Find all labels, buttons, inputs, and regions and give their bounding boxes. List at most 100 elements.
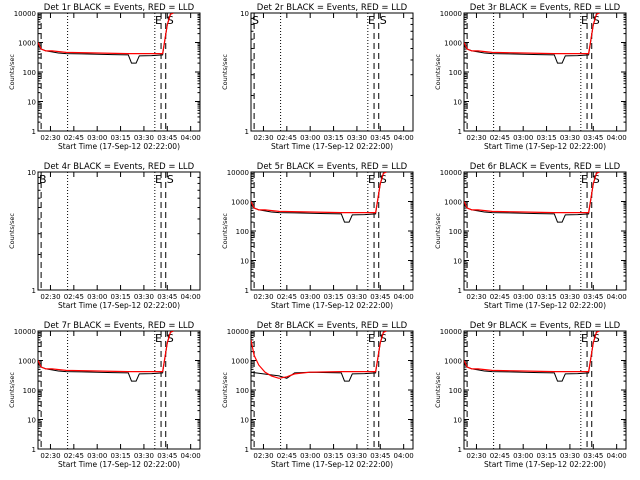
x-tick-label: 03:00 — [87, 452, 107, 460]
x-tick-label: 03:30 — [347, 452, 367, 460]
lld-series-line — [38, 331, 174, 373]
x-tick-label: 02:45 — [490, 293, 510, 301]
y-tick-label: 10 — [240, 10, 249, 18]
plot-frame — [250, 171, 414, 291]
x-tick-label: 03:30 — [134, 293, 154, 301]
x-axis-label: Start Time (17-Sep-12 02:22:00) — [271, 460, 393, 469]
x-tick-label: 03:30 — [347, 293, 367, 301]
chart-panel: Det 4r BLACK = Events, RED = LLD 1 10 02:30… — [8, 162, 201, 310]
x-tick-label: 03:30 — [347, 134, 367, 142]
marker-letter: S — [380, 173, 387, 186]
y-tick-label: 100 — [449, 387, 462, 395]
chart-panel: Det 8r BLACK = Events, RED = LLD 1 10 100 10… — [221, 321, 414, 469]
x-tick-label: 04:00 — [181, 134, 201, 142]
y-axis-label: Counts/sec — [434, 213, 442, 249]
y-tick-label: 1 — [32, 446, 36, 454]
plot-frame — [463, 171, 627, 291]
x-axis-label: Start Time (17-Sep-12 02:22:00) — [58, 301, 180, 310]
events-series-line — [251, 172, 387, 223]
x-tick-label: 02:45 — [490, 134, 510, 142]
x-tick-label: 03:15 — [110, 452, 130, 460]
chart-panel: Det 5r BLACK = Events, RED = LLD 1 10 100 10… — [221, 162, 414, 310]
y-tick-label: 10 — [453, 99, 462, 107]
x-tick-label: 03:30 — [134, 134, 154, 142]
marker-letter: S — [380, 332, 387, 345]
marker-letter: B — [39, 173, 47, 186]
x-tick-label: 02:45 — [277, 452, 297, 460]
x-tick-label: 04:00 — [394, 293, 414, 301]
y-tick-label: 10000 — [440, 169, 462, 177]
lld-series-line — [464, 172, 600, 214]
x-tick-label: 03:00 — [87, 293, 107, 301]
x-axis-label: Start Time (17-Sep-12 02:22:00) — [484, 301, 606, 310]
x-tick-label: 03:45 — [157, 293, 177, 301]
x-tick-label: 03:30 — [560, 452, 580, 460]
chart-panel: Det 6r BLACK = Events, RED = LLD 1 10 100 10… — [434, 162, 627, 310]
y-axis-label: Counts/sec — [434, 54, 442, 90]
y-tick-label: 10000 — [14, 328, 36, 336]
x-tick-label: 04:00 — [607, 452, 627, 460]
x-tick-label: 03:15 — [323, 134, 343, 142]
y-tick-label: 1 — [245, 287, 249, 295]
chart-panel: Det 9r BLACK = Events, RED = LLD 1 10 100 10… — [434, 321, 627, 469]
marker-letter: S — [167, 332, 174, 345]
x-tick-label: 03:30 — [560, 134, 580, 142]
x-tick-label: 03:45 — [157, 134, 177, 142]
events-series-line — [464, 172, 600, 223]
x-tick-label: 02:45 — [64, 452, 84, 460]
chart-panel: Det 2r BLACK = Events, RED = LLD 1 10 02:30… — [221, 3, 414, 151]
plot-frame — [250, 330, 414, 450]
y-tick-label: 100 — [236, 387, 249, 395]
x-tick-label: 03:45 — [583, 134, 603, 142]
x-tick-label: 03:45 — [370, 452, 390, 460]
lld-series-line — [251, 331, 387, 379]
x-tick-label: 03:15 — [323, 293, 343, 301]
x-axis-label: Start Time (17-Sep-12 02:22:00) — [58, 142, 180, 151]
x-tick-label: 02:30 — [466, 293, 486, 301]
x-tick-label: 02:45 — [277, 134, 297, 142]
x-tick-label: 03:30 — [134, 452, 154, 460]
chart-title: Det 3r BLACK = Events, RED = LLD — [470, 3, 621, 13]
y-tick-label: 10 — [453, 258, 462, 266]
y-tick-label: 10000 — [440, 328, 462, 336]
x-tick-label: 03:30 — [560, 293, 580, 301]
y-tick-label: 1 — [458, 446, 462, 454]
x-tick-label: 02:30 — [253, 452, 273, 460]
x-tick-label: 02:45 — [64, 293, 84, 301]
y-tick-label: 1000 — [444, 358, 462, 366]
marker-letter: E — [581, 332, 588, 345]
y-tick-label: 1000 — [231, 358, 249, 366]
x-tick-label: 03:45 — [583, 293, 603, 301]
chart-title: Det 2r BLACK = Events, RED = LLD — [257, 3, 408, 13]
y-tick-label: 10 — [27, 99, 36, 107]
x-axis-label: Start Time (17-Sep-12 02:22:00) — [484, 460, 606, 469]
events-series-line — [38, 331, 174, 382]
x-tick-label: 02:30 — [466, 134, 486, 142]
x-axis-label: Start Time (17-Sep-12 02:22:00) — [271, 142, 393, 151]
marker-letter: E — [581, 14, 588, 27]
events-series-line — [251, 331, 387, 382]
y-tick-label: 1 — [32, 128, 36, 136]
marker-letter: S — [167, 14, 174, 27]
lld-series-line — [464, 13, 600, 55]
marker-letter: S — [593, 173, 600, 186]
marker-letter: S — [252, 14, 259, 27]
y-axis-label: Counts/sec — [8, 213, 16, 249]
x-axis-label: Start Time (17-Sep-12 02:22:00) — [271, 301, 393, 310]
x-axis-label: Start Time (17-Sep-12 02:22:00) — [58, 460, 180, 469]
y-tick-label: 100 — [449, 228, 462, 236]
x-tick-label: 02:45 — [64, 134, 84, 142]
plot-frame — [250, 12, 414, 132]
y-axis-label: Counts/sec — [8, 54, 16, 90]
x-tick-label: 02:30 — [466, 452, 486, 460]
chart-title: Det 9r BLACK = Events, RED = LLD — [470, 321, 621, 331]
x-tick-label: 03:45 — [157, 452, 177, 460]
x-tick-label: 03:00 — [513, 452, 533, 460]
y-tick-label: 10000 — [227, 328, 249, 336]
x-tick-label: 02:30 — [40, 452, 60, 460]
y-axis-label: Counts/sec — [221, 213, 229, 249]
y-tick-label: 100 — [23, 69, 36, 77]
y-tick-label: 10 — [240, 417, 249, 425]
y-tick-label: 1 — [245, 128, 249, 136]
lld-series-line — [464, 331, 600, 373]
